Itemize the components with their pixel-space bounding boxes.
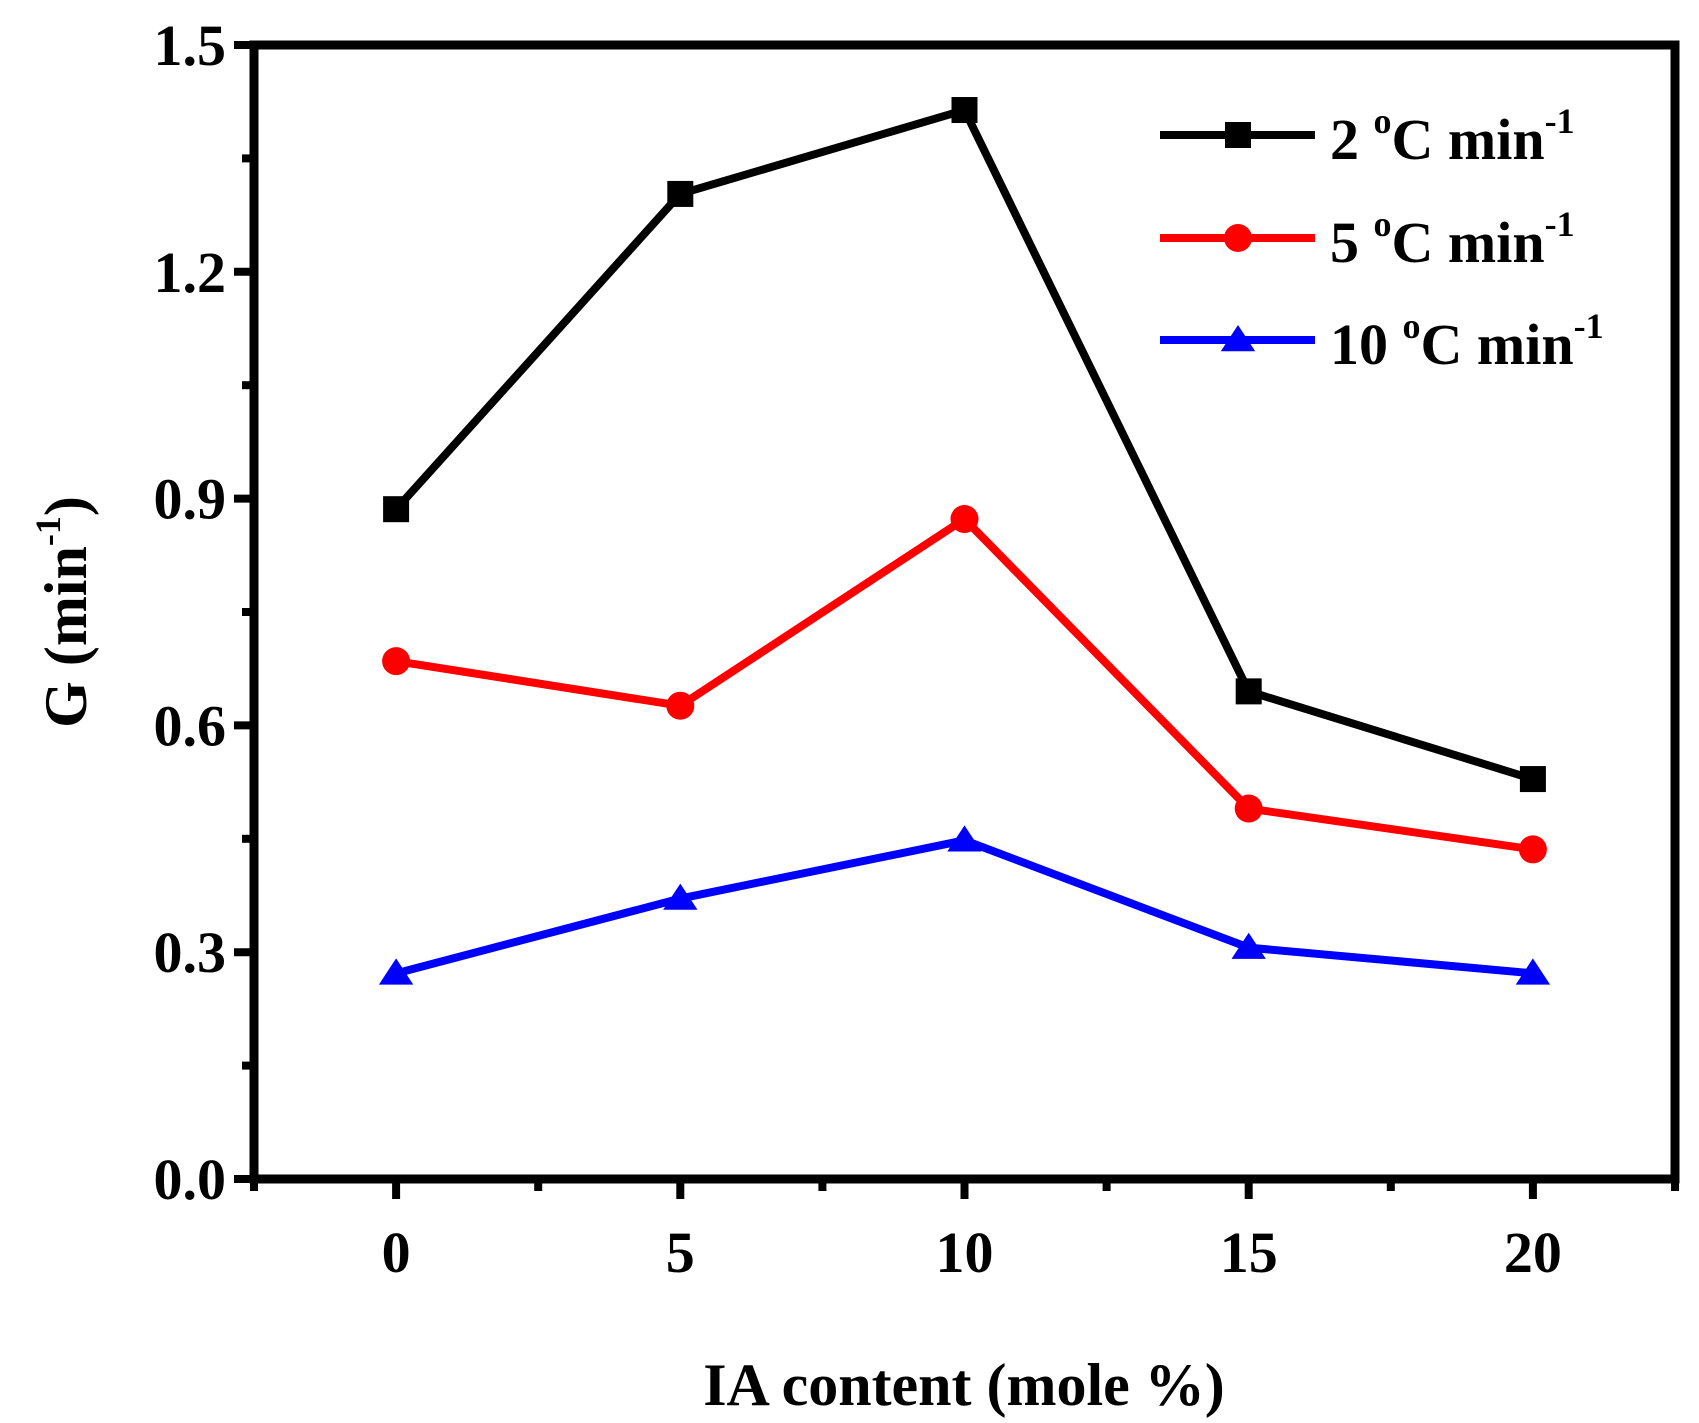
y-tick-label: 1.5 [154, 13, 227, 78]
y-axis-title: G (min-1) [28, 496, 99, 728]
x-tick-label: 0 [382, 1220, 411, 1285]
series-line [395, 513, 1534, 854]
data-point-circle [950, 505, 979, 534]
data-point-triangle [1515, 958, 1551, 985]
y-tick-label: 0.9 [154, 467, 227, 532]
data-point-square [383, 496, 410, 523]
legend-item: 5 oC min-1 [1160, 204, 1575, 275]
data-point-square [1235, 678, 1262, 705]
x-tick-label: 5 [666, 1220, 695, 1285]
data-point-triangle [378, 958, 414, 985]
plot-frame [249, 40, 1680, 1184]
legend-label: 2 oC min-1 [1330, 101, 1575, 172]
data-point-circle [666, 691, 695, 720]
data-point-triangle [663, 883, 698, 910]
data-point-square [667, 180, 694, 207]
series-line [395, 836, 1534, 978]
data-point-square [1519, 766, 1546, 793]
series-square [383, 97, 1546, 793]
data-point-circle [1234, 794, 1263, 823]
data-point-circle [1224, 224, 1252, 252]
legend-label: 10 oC min-1 [1330, 306, 1604, 377]
y-axis-title-exponent: -1 [28, 516, 68, 546]
legend-item: 2 oC min-1 [1160, 101, 1575, 172]
y-axis-title-main: G (min [33, 546, 99, 728]
y-axis-title-close: ) [33, 496, 99, 516]
tick-labels: 0.0 0.3 0.6 0.9 1.2 1.5 0 5 10 15 20 [154, 13, 1562, 1285]
data-point-square [951, 97, 978, 124]
x-tick-label: 20 [1504, 1220, 1562, 1285]
data-point-circle [382, 647, 411, 676]
legend-label: 5 oC min-1 [1330, 204, 1575, 275]
series-triangle [378, 825, 1551, 985]
series-layer [378, 97, 1551, 985]
x-axis-title: IA content (mole %) [703, 1352, 1225, 1418]
series-circle [382, 505, 1547, 864]
x-tick-label: 10 [936, 1220, 994, 1285]
data-point-circle [1518, 835, 1547, 864]
data-point-triangle [1220, 325, 1256, 352]
data-point-square [1225, 122, 1251, 148]
data-point-triangle [1231, 932, 1266, 959]
y-tick-label: 1.2 [154, 240, 227, 305]
legend-item: 10 oC min-1 [1160, 306, 1604, 377]
y-tick-label: 0.3 [154, 920, 227, 985]
svg-text:G (min-1): G (min-1) [28, 496, 99, 728]
legend: 2 oC min-1 5 oC min-1 10 oC min-1 [1160, 101, 1604, 377]
y-tick-label: 0.6 [154, 693, 227, 758]
x-tick-label: 15 [1220, 1220, 1278, 1285]
y-tick-label: 0.0 [154, 1147, 227, 1212]
data-point-triangle [947, 825, 982, 852]
